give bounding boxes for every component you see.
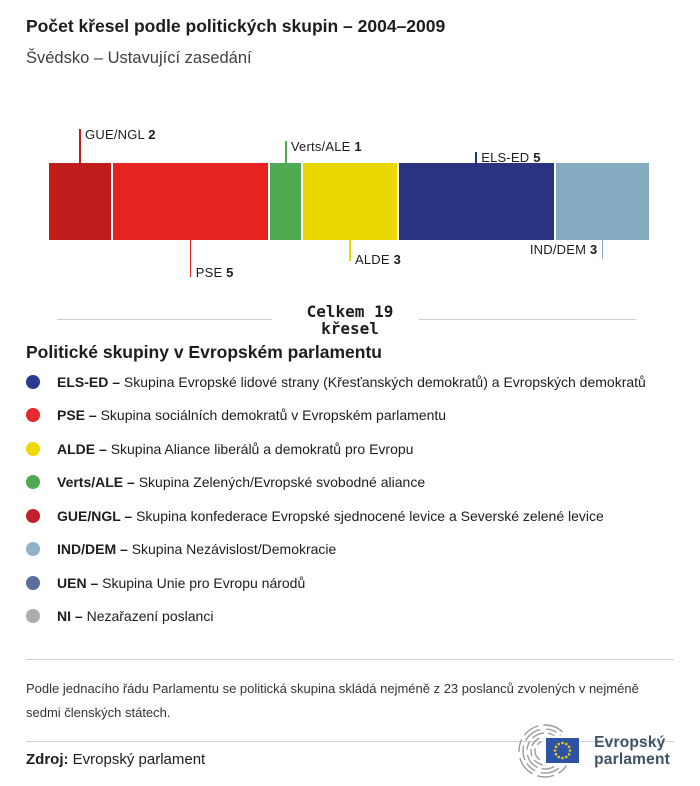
callout-line-els-ed	[475, 152, 477, 163]
legend-text: ALDE – Skupina Aliance liberálů a demokr…	[57, 440, 414, 457]
legend-dot-ni	[26, 609, 40, 624]
footnote: Podle jednacího řádu Parlamentu se polit…	[26, 659, 674, 742]
callout-label-alde: ALDE 3	[355, 252, 402, 267]
callout-label-ind-dem: IND/DEM 3	[529, 242, 598, 257]
legend-text: UEN – Skupina Unie pro Evropu národů	[57, 574, 306, 591]
legend-text: PSE – Skupina sociálních demokratů v Evr…	[57, 407, 447, 424]
callout-label-verts-ale: Verts/ALE 1	[290, 139, 362, 154]
page-title: Počet křesel podle politických skupin – …	[26, 16, 446, 36]
legend-item-uen: UEN – Skupina Unie pro Evropu národů	[26, 566, 676, 600]
callout-label-gue-ngl: GUE/NGL 2	[85, 127, 156, 142]
legend-item-alde: ALDE – Skupina Aliance liberálů a demokr…	[26, 432, 676, 466]
legend-text: ELS-ED – Skupina Evropské lidové strany …	[57, 373, 646, 390]
ep-logo: Evropský parlament	[509, 724, 670, 778]
legend-dot-uen	[26, 575, 40, 590]
bar-segment-pse	[113, 163, 269, 240]
page-subtitle: Švédsko – Ustavující zasedání	[26, 49, 252, 67]
legend-item-verts-ale: Verts/ALE – Skupina Zelených/Evropské sv…	[26, 466, 676, 500]
total-seats: Celkem 19 křesel	[0, 295, 700, 345]
source-line: Zdroj: Evropský parlament	[26, 751, 205, 768]
legend-list: ELS-ED – Skupina Evropské lidové strany …	[26, 365, 676, 633]
callout-line-verts-ale	[285, 141, 287, 163]
bar-segment-gue-ngl	[49, 163, 112, 240]
total-line1: Celkem 19	[306, 302, 394, 321]
bar-segment-els-ed	[398, 163, 554, 240]
legend-dot-alde	[26, 441, 40, 456]
callout-line-ind-dem	[601, 240, 604, 259]
legend-dot-pse	[26, 408, 40, 423]
seat-bar-chart: GUE/NGL 2 PSE 5 Verts/ALE 1 ALDE 3 ELS-ED 5 I…	[0, 120, 700, 290]
legend-text: NI – Nezařazení poslanci	[57, 608, 214, 625]
callout-line-gue-ngl	[79, 129, 81, 163]
ep-wordmark: Evropský parlament	[594, 734, 670, 769]
legend-item-ind-dem: IND/DEM – Skupina Nezávislost/Demokracie	[26, 533, 676, 567]
callout-label-pse: PSE 5	[195, 265, 234, 280]
seat-bar	[49, 163, 649, 240]
bar-segment-alde	[303, 163, 397, 240]
bar-segment-ind-dem	[555, 163, 649, 240]
legend-item-pse: PSE – Skupina sociálních demokratů v Evr…	[26, 399, 676, 433]
ep-wordmark-line1: Evropský	[594, 733, 666, 751]
legend-dot-els-ed	[26, 374, 40, 389]
legend-dot-verts-ale	[26, 475, 40, 490]
ep-wordmark-line2: parlament	[594, 751, 670, 768]
legend-dot-ind-dem	[26, 542, 40, 557]
callout-line-alde	[349, 240, 351, 261]
legend-text: Verts/ALE – Skupina Zelených/Evropské sv…	[57, 474, 426, 491]
legend-text: GUE/NGL – Skupina konfederace Evropské s…	[57, 507, 604, 524]
divider-right	[419, 319, 636, 320]
legend-item-els-ed: ELS-ED – Skupina Evropské lidové strany …	[26, 365, 676, 399]
bar-segment-verts-ale	[270, 163, 302, 240]
callout-label-els-ed: ELS-ED 5	[481, 150, 541, 165]
legend-item-ni: NI – Nezařazení poslanci	[26, 600, 676, 634]
legend-item-gue-ngl: GUE/NGL – Skupina konfederace Evropské s…	[26, 499, 676, 533]
divider-left	[57, 319, 272, 320]
legend-heading: Politické skupiny v Evropském parlamentu	[26, 342, 382, 362]
legend-dot-gue-ngl	[26, 508, 40, 523]
eu-stars-icon	[553, 741, 572, 760]
total-line2: křesel	[321, 319, 379, 338]
source-value: Evropský parlament	[72, 751, 206, 768]
legend-text: IND/DEM – Skupina Nezávislost/Demokracie	[57, 541, 337, 558]
ep-hemicycle-icon	[518, 724, 582, 778]
callout-line-pse	[189, 240, 192, 277]
source-label: Zdroj:	[26, 751, 69, 768]
